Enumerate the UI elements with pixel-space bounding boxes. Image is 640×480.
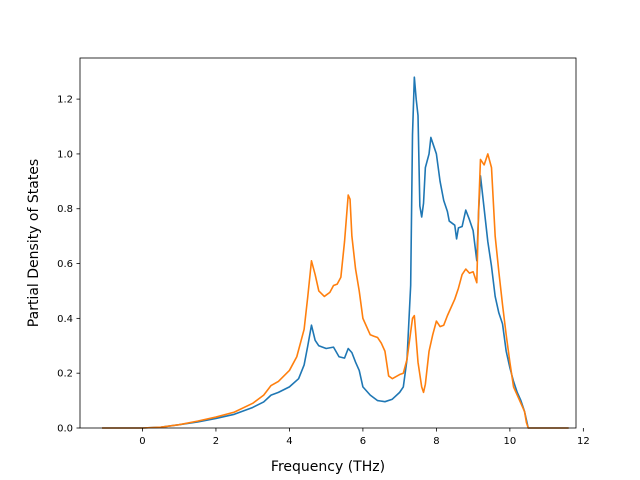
y-tick-label: 0.2 [57,369,73,380]
y-tick-label: 0.4 [57,314,73,325]
series-line-1 [102,76,569,429]
x-tick-label: 8 [433,436,439,447]
x-tick-label: 10 [503,436,516,447]
x-tick-label: 12 [577,436,590,447]
series-line-2 [102,153,569,429]
y-tick-label: 1.2 [57,95,73,106]
y-tick-label: 0.0 [57,424,73,435]
x-tick-label: 0 [139,436,145,447]
ticks-layer: 0 2 4 6 8 10 12 0.0 0.2 0.4 0.6 0.8 1.0 1.2 [57,95,590,447]
plot-frame [79,57,577,429]
y-tick-label: 0.6 [57,259,73,270]
y-tick-label: 0.8 [57,204,73,215]
series-layer [102,76,569,429]
y-axis-label: Partial Density of States [26,159,42,327]
x-axis-label: Frequency (THz) [271,459,385,475]
y-tick-label: 1.0 [57,149,73,160]
x-tick-label: 6 [360,436,366,447]
x-tick-label: 4 [286,436,292,447]
x-tick-label: 2 [213,436,219,447]
